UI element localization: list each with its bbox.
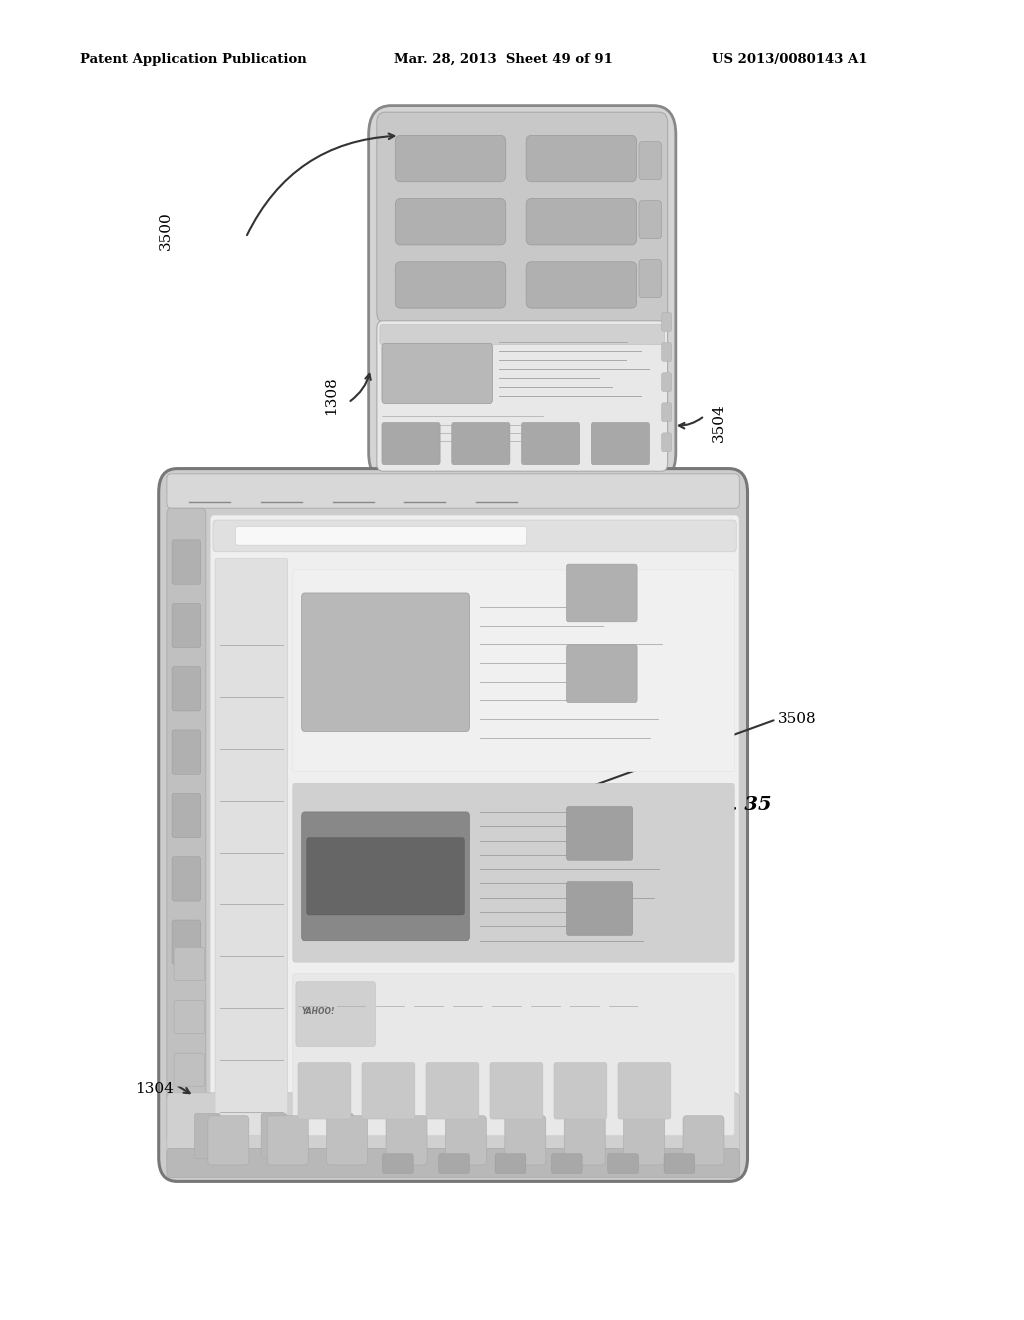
FancyBboxPatch shape bbox=[174, 1053, 205, 1086]
FancyBboxPatch shape bbox=[361, 1063, 415, 1119]
FancyBboxPatch shape bbox=[296, 982, 376, 1047]
FancyBboxPatch shape bbox=[395, 136, 506, 182]
FancyBboxPatch shape bbox=[495, 1154, 526, 1173]
Text: US 2013/0080143 A1: US 2013/0080143 A1 bbox=[712, 53, 867, 66]
FancyBboxPatch shape bbox=[307, 838, 464, 915]
FancyBboxPatch shape bbox=[210, 515, 739, 1142]
FancyBboxPatch shape bbox=[327, 1115, 368, 1166]
Text: 3500: 3500 bbox=[159, 211, 173, 251]
FancyBboxPatch shape bbox=[293, 974, 734, 1135]
FancyBboxPatch shape bbox=[293, 783, 734, 962]
FancyBboxPatch shape bbox=[624, 1115, 665, 1166]
FancyBboxPatch shape bbox=[380, 325, 665, 345]
FancyBboxPatch shape bbox=[639, 141, 662, 180]
FancyBboxPatch shape bbox=[526, 261, 637, 308]
FancyBboxPatch shape bbox=[172, 603, 201, 648]
Text: Mar. 28, 2013  Sheet 49 of 91: Mar. 28, 2013 Sheet 49 of 91 bbox=[394, 53, 613, 66]
FancyBboxPatch shape bbox=[369, 106, 676, 482]
FancyBboxPatch shape bbox=[382, 1154, 413, 1173]
FancyBboxPatch shape bbox=[382, 343, 493, 404]
FancyBboxPatch shape bbox=[664, 1154, 694, 1173]
FancyBboxPatch shape bbox=[377, 112, 668, 323]
FancyBboxPatch shape bbox=[215, 558, 288, 1135]
FancyBboxPatch shape bbox=[167, 508, 206, 1142]
FancyBboxPatch shape bbox=[167, 474, 739, 508]
FancyBboxPatch shape bbox=[554, 1063, 607, 1119]
FancyBboxPatch shape bbox=[172, 730, 201, 775]
Text: Patent Application Publication: Patent Application Publication bbox=[80, 53, 306, 66]
Text: 3508: 3508 bbox=[778, 713, 817, 726]
FancyBboxPatch shape bbox=[208, 1115, 249, 1166]
FancyBboxPatch shape bbox=[236, 527, 526, 545]
FancyBboxPatch shape bbox=[167, 1148, 739, 1177]
FancyBboxPatch shape bbox=[267, 1115, 308, 1166]
FancyBboxPatch shape bbox=[521, 422, 580, 465]
FancyBboxPatch shape bbox=[662, 372, 672, 392]
FancyBboxPatch shape bbox=[662, 343, 672, 362]
FancyBboxPatch shape bbox=[302, 812, 469, 941]
Text: 1304: 1304 bbox=[135, 1082, 174, 1096]
FancyBboxPatch shape bbox=[159, 469, 748, 1181]
Text: 3504: 3504 bbox=[712, 403, 726, 442]
FancyBboxPatch shape bbox=[591, 422, 649, 465]
FancyBboxPatch shape bbox=[566, 645, 637, 702]
FancyBboxPatch shape bbox=[489, 1063, 543, 1119]
FancyBboxPatch shape bbox=[639, 201, 662, 239]
FancyBboxPatch shape bbox=[172, 920, 201, 965]
FancyBboxPatch shape bbox=[167, 1093, 739, 1175]
FancyBboxPatch shape bbox=[607, 1154, 639, 1173]
FancyBboxPatch shape bbox=[172, 793, 201, 838]
FancyBboxPatch shape bbox=[617, 1063, 671, 1119]
FancyBboxPatch shape bbox=[662, 403, 672, 421]
FancyBboxPatch shape bbox=[395, 198, 506, 246]
FancyBboxPatch shape bbox=[564, 1115, 605, 1166]
FancyBboxPatch shape bbox=[683, 1115, 724, 1166]
FancyBboxPatch shape bbox=[662, 313, 672, 331]
FancyBboxPatch shape bbox=[174, 948, 205, 981]
FancyBboxPatch shape bbox=[172, 667, 201, 711]
FancyBboxPatch shape bbox=[293, 570, 734, 772]
FancyBboxPatch shape bbox=[261, 1113, 287, 1159]
FancyBboxPatch shape bbox=[386, 1115, 427, 1166]
FancyBboxPatch shape bbox=[566, 807, 633, 861]
FancyBboxPatch shape bbox=[328, 1113, 353, 1159]
FancyBboxPatch shape bbox=[551, 1154, 582, 1173]
FancyBboxPatch shape bbox=[662, 433, 672, 451]
FancyBboxPatch shape bbox=[395, 261, 506, 308]
FancyBboxPatch shape bbox=[526, 136, 637, 182]
FancyBboxPatch shape bbox=[566, 882, 633, 936]
FancyBboxPatch shape bbox=[377, 321, 668, 471]
FancyBboxPatch shape bbox=[452, 422, 510, 465]
FancyBboxPatch shape bbox=[213, 520, 736, 552]
Text: YAHOO!: YAHOO! bbox=[301, 1007, 335, 1016]
FancyBboxPatch shape bbox=[174, 1001, 205, 1034]
FancyBboxPatch shape bbox=[505, 1115, 546, 1166]
FancyBboxPatch shape bbox=[526, 198, 637, 246]
FancyBboxPatch shape bbox=[639, 260, 662, 297]
Text: 1308: 1308 bbox=[324, 376, 338, 416]
FancyBboxPatch shape bbox=[382, 422, 440, 465]
FancyBboxPatch shape bbox=[426, 1063, 479, 1119]
FancyBboxPatch shape bbox=[445, 1115, 486, 1166]
FancyBboxPatch shape bbox=[302, 593, 469, 731]
Text: Fig. 35: Fig. 35 bbox=[696, 796, 772, 814]
FancyBboxPatch shape bbox=[195, 1113, 220, 1159]
FancyBboxPatch shape bbox=[172, 540, 201, 585]
FancyBboxPatch shape bbox=[438, 1154, 469, 1173]
FancyBboxPatch shape bbox=[172, 857, 201, 902]
FancyBboxPatch shape bbox=[298, 1063, 351, 1119]
FancyBboxPatch shape bbox=[566, 564, 637, 622]
